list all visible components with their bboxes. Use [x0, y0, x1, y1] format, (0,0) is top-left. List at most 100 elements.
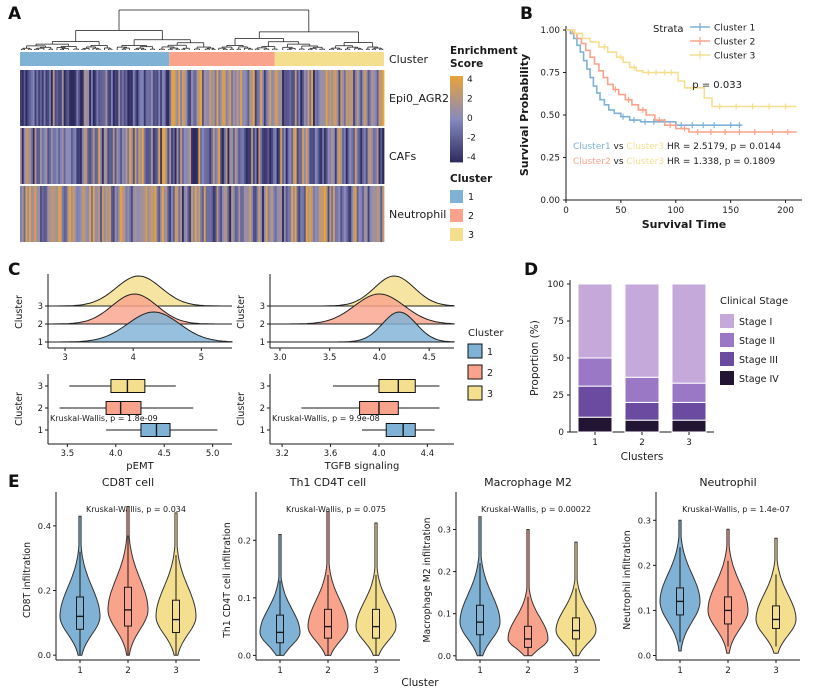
c-box-left-xtick-5.0: 5.0	[206, 449, 220, 459]
enrichment-legend-title-2: Score	[450, 58, 483, 70]
enrichment-tick--2: -2	[467, 134, 476, 144]
e-1-ytick-0.2: 0.2	[38, 586, 51, 596]
c-box-right-box-cluster-1	[385, 423, 416, 437]
c-legend-item-1: 1	[487, 347, 493, 358]
c-box-right-xtick-3.2: 3.2	[275, 449, 289, 459]
panel-d-label: D	[524, 260, 539, 280]
heatmap-cluster-swatch-2	[450, 209, 463, 222]
b-hr-line-1: Cluster1 vs Cluster3 HR = 2.5179, p = 0.…	[573, 142, 781, 152]
d-legend-swatch-4	[720, 371, 734, 385]
c-box-right-ytick-1: 1	[260, 426, 265, 436]
panel-a-heatmap-chart: Cluster Epi0_AGR2 CAFs Neutrophil Enrichment…	[20, 9, 518, 242]
c-ridge-left-xtick-5: 5	[199, 353, 204, 363]
b-ytick-0.50: 0.50	[540, 111, 560, 121]
c-ridge-right-ytick-3: 3	[260, 302, 265, 312]
heatmap-row-label-2: CAFs	[389, 150, 417, 163]
e-3-violin-cluster-2	[507, 529, 549, 657]
c-ridge-right-xtick-3.5: 3.5	[323, 353, 337, 363]
c-ridge-right-xtick-4.5: 4.5	[422, 353, 436, 363]
d-bar-2-stage-ii	[624, 376, 660, 403]
c-box-left-ylabel: Cluster	[14, 392, 25, 426]
e-1-innerbox-cluster-1	[76, 596, 84, 630]
c-ridge-right-ylabel: Cluster	[236, 295, 247, 329]
d-bar-1-stage-iii	[577, 385, 613, 418]
e-title-2: Th1 CD4T cell	[289, 476, 366, 489]
c-box-left-box-cluster-2	[105, 401, 142, 415]
panel-e-label: E	[8, 472, 20, 492]
heatmap-row-label-1: Epi0_AGR2	[389, 92, 449, 105]
b-ytick-1.00: 1.00	[540, 26, 560, 36]
b-legend-item-1: Cluster 1	[714, 23, 755, 34]
c-box-left-xlabel: pEMT	[126, 461, 154, 472]
panel-c-label: C	[8, 260, 21, 280]
d-legend-swatch-3	[720, 352, 734, 366]
d-bar-2-stage-i	[624, 283, 660, 378]
c-box-right-ytick-2: 2	[260, 404, 265, 414]
e-2-xtick-2: 2	[325, 666, 331, 676]
e-kw-1: Kruskal-Wallis, p = 0.034	[86, 505, 186, 514]
cluster-bar-segment-3	[274, 52, 384, 66]
e-4-xtick-1: 1	[677, 666, 683, 676]
c-box-left-xtick-4.5: 4.5	[157, 449, 171, 459]
cluster-bar-label: Cluster	[389, 53, 429, 66]
c-ridge-left-ridge-cluster-3	[48, 275, 232, 307]
e-1-ytick-0.4: 0.4	[38, 521, 51, 531]
c-box-right-xlabel: TGFB signaling	[324, 461, 400, 472]
e-2-innerbox-cluster-3	[372, 608, 380, 639]
c-box-right-ylabel: Cluster	[236, 392, 247, 426]
e-xlabel: Cluster	[401, 677, 439, 689]
d-xtick-2: 2	[639, 438, 645, 448]
b-legend-title: Strata	[653, 24, 684, 35]
e-3-ytick-0.0: 0.0	[438, 651, 451, 661]
heatmap-cluster-item-1: 1	[468, 192, 474, 203]
c-box-right-xtick-4.4: 4.4	[421, 449, 435, 459]
e-kw-3: Kruskal-Wallis, p = 0.00022	[481, 505, 591, 514]
c-ridge-right-ridge-cluster-3	[270, 275, 455, 307]
d-xlabel: Clusters	[621, 451, 664, 463]
heatmap-cluster-item-2: 2	[468, 211, 474, 222]
d-ytick-100: 100	[547, 280, 564, 290]
e-kw-4: Kruskal-Wallis, p = 1.4e-07	[682, 505, 790, 514]
d-legend-item-3: Stage III	[739, 355, 778, 366]
enrichment-legend-title: Enrichment	[450, 45, 518, 57]
heatmap-row-label-3: Neutrophil	[389, 208, 446, 221]
d-bar-3-stage-i	[671, 283, 707, 384]
e-3-xtick-2: 2	[525, 666, 531, 676]
c-ridge-right-ytick-2: 2	[260, 320, 265, 330]
b-xtick-200: 200	[777, 206, 794, 216]
heatmap-cluster-legend-title: Cluster	[450, 173, 493, 185]
e-2-innerbox-cluster-2	[324, 608, 332, 639]
c-legend-item-3: 3	[487, 389, 493, 400]
e-4-ytick-0.2: 0.2	[638, 560, 651, 570]
km-curve-cluster-3	[566, 29, 797, 108]
c-ridge-left-ytick-3: 3	[38, 302, 43, 312]
e-4-xtick-3: 3	[773, 666, 779, 676]
c-ridge-left-xtick-3: 3	[62, 353, 67, 363]
c-ridge-right-xtick-4.0: 4.0	[373, 353, 387, 363]
b-hr-line-2: Cluster2 vs Cluster3 HR = 1.338, p = 0.1…	[573, 157, 775, 167]
d-ylabel: Proportion (%)	[529, 320, 541, 396]
enrichment-tick-4: 4	[467, 75, 473, 85]
d-bar-1-stage-i	[577, 283, 613, 359]
e-title-4: Neutrophil	[699, 476, 756, 489]
d-ytick-25: 25	[553, 391, 564, 401]
e-1-innerbox-cluster-2	[124, 586, 132, 627]
d-xtick-1: 1	[592, 438, 598, 448]
b-pvalue: p = 0.033	[692, 80, 742, 91]
e-ylabel-3: Macrophage M2 infiltration	[422, 517, 433, 642]
panel-d-stacked-bar-chart: 0 25 50 75 100 Proportion (%) 1 2 3 Clusters Clini…	[529, 280, 788, 463]
e-3-innerbox-cluster-2	[524, 625, 532, 648]
c-box-left-xtick-3.5: 3.5	[61, 449, 75, 459]
d-ytick-0: 0	[558, 428, 564, 438]
c-ridge-right-ytick-1: 1	[260, 338, 265, 348]
b-xlabel: Survival Time	[642, 218, 727, 231]
b-xtick-50: 50	[615, 206, 627, 216]
e-1-xtick-2: 2	[125, 666, 131, 676]
c-box-left-box-cluster-1	[140, 423, 171, 437]
cluster-bar-segment-1	[20, 52, 170, 66]
c-box-right-ytick-3: 3	[260, 382, 265, 392]
panel-c-ridge-box-charts: 3 4 5 1 2 3 Cluster 3.0 3.5 4.0 4.5 1 2 3 Cluster Clust…	[14, 274, 504, 472]
enrichment-tick--4: -4	[467, 153, 476, 163]
b-ytick-0.25: 0.25	[540, 154, 560, 164]
